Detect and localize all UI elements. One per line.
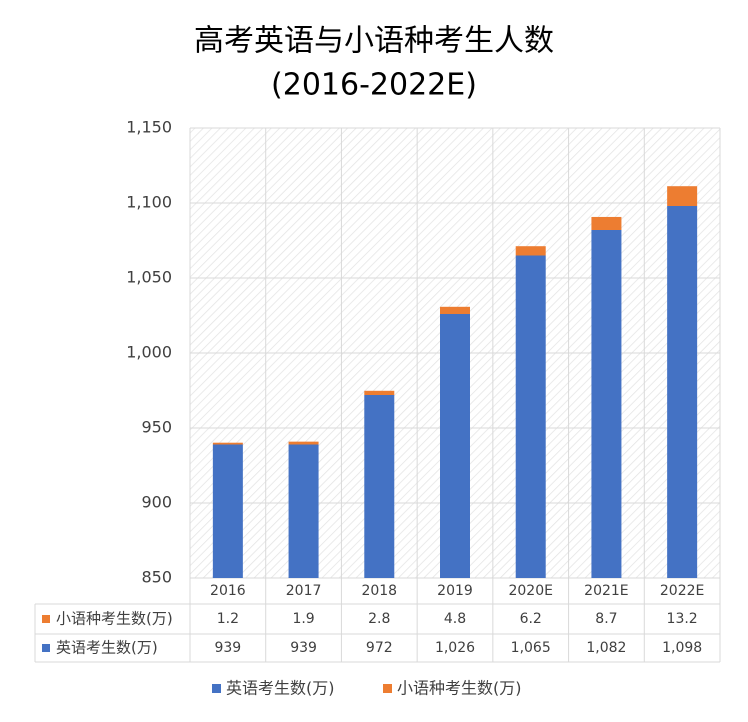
y-tick-label: 900 [141, 493, 172, 512]
legend-label: 英语考生数(万) [226, 679, 335, 698]
table-value: 1,098 [662, 640, 702, 656]
y-tick-label: 1,100 [126, 193, 172, 212]
x-tick-label: 2016 [210, 583, 246, 599]
bar [515, 246, 546, 256]
y-tick-label: 1,000 [126, 343, 172, 362]
table-value: 6.2 [520, 611, 542, 627]
table-legend-key [42, 644, 50, 652]
table-value: 1.2 [217, 611, 239, 627]
table-value: 939 [214, 640, 241, 656]
table-value: 939 [290, 640, 317, 656]
table-value: 13.2 [667, 611, 698, 627]
table-value: 1.9 [292, 611, 314, 627]
bar [364, 390, 395, 395]
chart-subtitle: (2016-2022E) [271, 68, 477, 103]
y-tick-label: 1,050 [126, 268, 172, 287]
y-tick-label: 850 [141, 568, 172, 587]
bar [667, 186, 698, 206]
bar [288, 441, 319, 445]
table-row-label: 英语考生数(万) [56, 639, 158, 657]
bar [440, 306, 470, 314]
bar [364, 395, 395, 578]
x-tick-label: 2022E [660, 583, 704, 599]
bar [667, 206, 698, 578]
table-value: 1,065 [511, 640, 551, 656]
x-tick-label: 2020E [508, 583, 552, 599]
table-value: 2.8 [368, 611, 390, 627]
y-tick-label: 950 [141, 418, 172, 437]
legend-key [383, 684, 392, 693]
bar [591, 230, 622, 578]
bar [440, 314, 470, 578]
table-value: 972 [366, 640, 393, 656]
table-row-label: 小语种考生数(万) [56, 610, 173, 628]
x-tick-label: 2017 [286, 583, 322, 599]
table-value: 8.7 [595, 611, 617, 627]
x-tick-label: 2018 [361, 583, 397, 599]
bar [212, 442, 243, 445]
x-tick-label: 2021E [584, 583, 628, 599]
bar [212, 444, 243, 578]
bar [288, 444, 319, 578]
legend-label: 小语种考生数(万) [397, 679, 522, 698]
table-value: 4.8 [444, 611, 466, 627]
bar [515, 255, 546, 578]
x-tick-label: 2019 [437, 583, 473, 599]
chart-title: 高考英语与小语种考生人数 [194, 24, 554, 59]
table-value: 1,082 [586, 640, 626, 656]
table-value: 1,026 [435, 640, 475, 656]
bar [591, 216, 622, 230]
table-legend-key [42, 615, 50, 623]
legend-key [212, 684, 221, 693]
y-tick-label: 1,150 [126, 118, 172, 137]
